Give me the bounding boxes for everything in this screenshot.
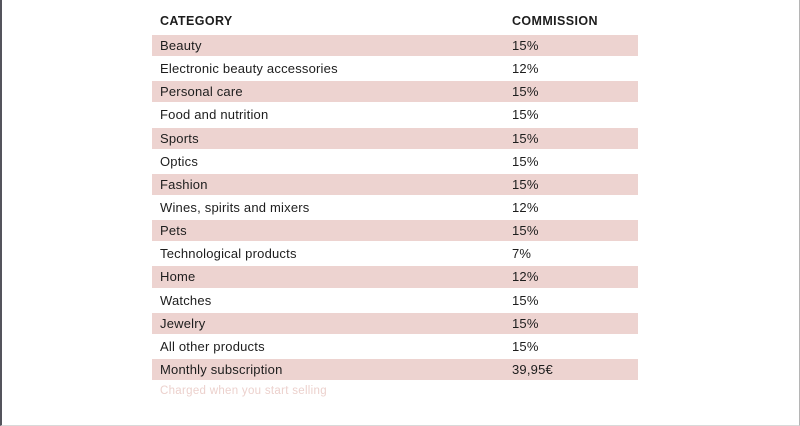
table-row: All other products 15%	[152, 335, 638, 358]
table-row: Wines, spirits and mixers 12%	[152, 196, 638, 219]
table-row: Technological products 7%	[152, 242, 638, 265]
category-cell: Food and nutrition	[160, 107, 269, 123]
table-footnote: Charged when you start selling	[160, 385, 327, 398]
table-row: Watches 15%	[152, 289, 638, 312]
commission-cell: 12%	[512, 61, 539, 77]
category-column-header: CATEGORY	[160, 14, 233, 28]
category-cell: Personal care	[160, 84, 243, 100]
category-cell: Home	[160, 269, 196, 285]
commission-cell: 15%	[512, 84, 539, 100]
table-body: Beauty 15% Electronic beauty accessories 12…	[152, 34, 638, 382]
commission-table: CATEGORY COMMISSION Beauty 15% Electronic …	[152, 8, 638, 397]
table-row: Personal care 15%	[152, 80, 638, 104]
commission-cell: 15%	[512, 176, 539, 192]
commission-cell: 15%	[512, 292, 539, 308]
category-cell: Pets	[160, 223, 187, 239]
category-cell: Wines, spirits and mixers	[160, 200, 310, 216]
table-row: Monthly subscription 39,95€	[152, 357, 638, 382]
category-cell: Monthly subscription	[160, 362, 283, 378]
table-row: Jewelry 15%	[152, 311, 638, 335]
commission-cell: 15%	[512, 107, 539, 123]
category-cell: Technological products	[160, 246, 297, 262]
category-cell: Watches	[160, 292, 212, 308]
category-cell: Optics	[160, 153, 199, 169]
table-row: Pets 15%	[152, 219, 638, 243]
table-row: Home 12%	[152, 265, 638, 289]
category-cell: Fashion	[160, 176, 208, 192]
category-cell: All other products	[160, 338, 265, 354]
category-cell: Beauty	[160, 38, 202, 54]
table-row: Optics 15%	[152, 150, 638, 173]
commission-cell: 15%	[512, 315, 539, 331]
category-cell: Jewelry	[160, 315, 206, 331]
table-row: Electronic beauty accessories 12%	[152, 57, 638, 80]
commission-column-header: COMMISSION	[512, 14, 598, 28]
table-row: Sports 15%	[152, 126, 638, 150]
table-row: Beauty 15%	[152, 34, 638, 58]
commission-cell: 15%	[512, 338, 539, 354]
commission-cell: 12%	[512, 269, 539, 285]
commission-cell: 15%	[512, 38, 539, 54]
category-cell: Sports	[160, 130, 199, 146]
commission-cell: 15%	[512, 130, 539, 146]
commission-cell: 39,95€	[512, 362, 553, 378]
commission-cell: 7%	[512, 246, 532, 262]
table-row: Fashion 15%	[152, 172, 638, 196]
category-cell: Electronic beauty accessories	[160, 61, 338, 77]
commission-cell: 12%	[512, 200, 539, 216]
commission-cell: 15%	[512, 223, 539, 239]
commission-cell: 15%	[512, 153, 539, 169]
table-header-row: CATEGORY COMMISSION	[152, 8, 638, 34]
table-row: Food and nutrition 15%	[152, 103, 638, 126]
